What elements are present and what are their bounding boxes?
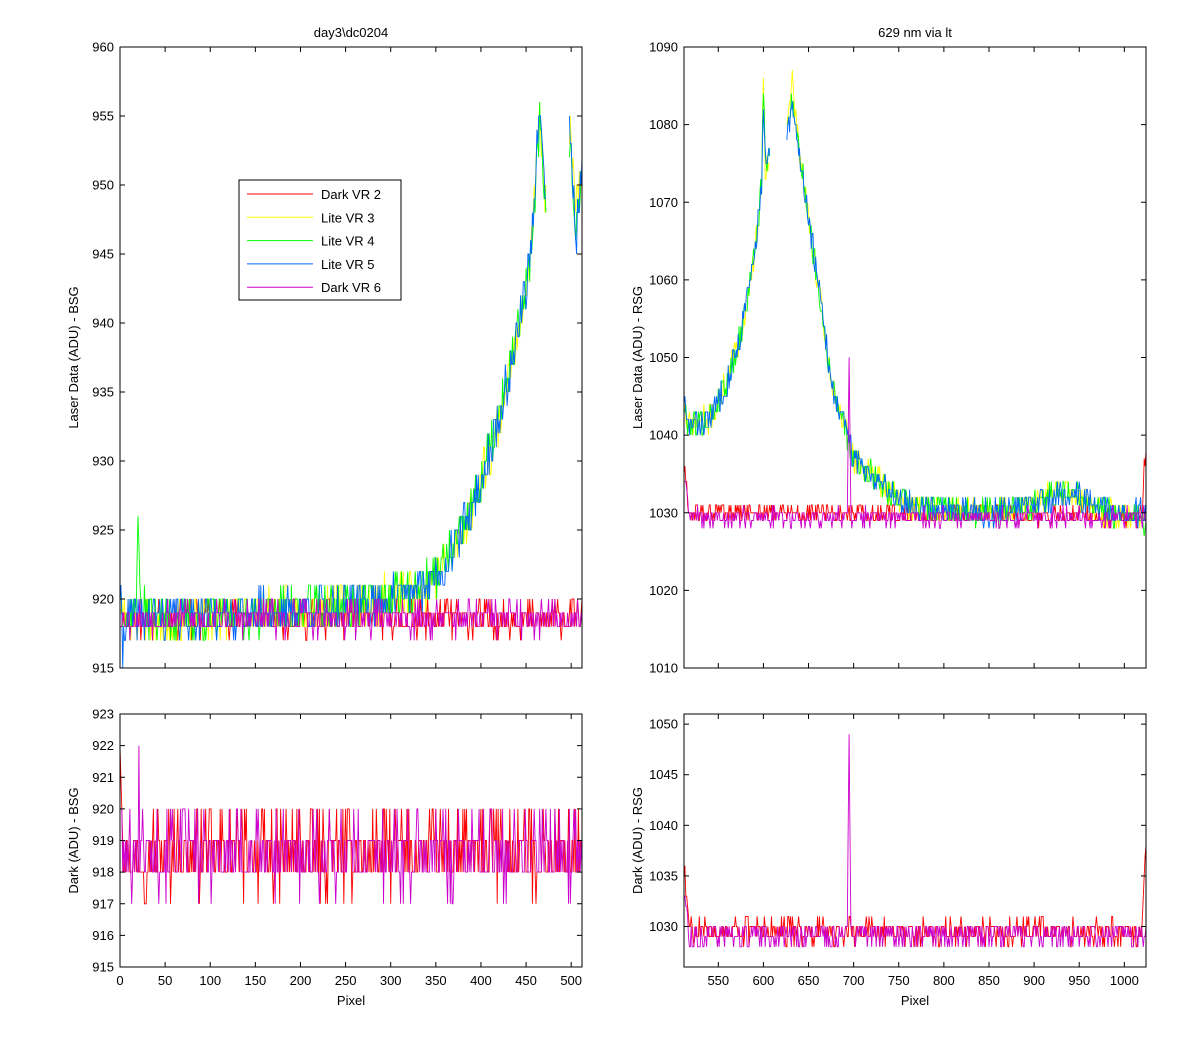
x-tick-label: 0 <box>116 973 123 988</box>
y-tick-label: 921 <box>92 770 114 785</box>
y-tick-label: 1060 <box>649 272 678 287</box>
y-tick-label: 925 <box>92 523 114 538</box>
y-tick-label: 1080 <box>649 117 678 132</box>
x-tick-label: 350 <box>425 973 447 988</box>
chart-title: day3\dc0204 <box>314 25 388 40</box>
series-group <box>684 70 1146 537</box>
plot-area <box>684 47 1146 668</box>
y-tick-label: 917 <box>92 896 114 911</box>
y-tick-label: 1020 <box>649 583 678 598</box>
x-tick-label: 400 <box>470 973 492 988</box>
y-tick-label: 1050 <box>649 350 678 365</box>
series-line-dark-vr-6 <box>120 598 582 641</box>
y-tick-label: 1050 <box>649 717 678 732</box>
y-tick-label: 919 <box>92 833 114 848</box>
y-tick-label: 916 <box>92 928 114 943</box>
x-axis-label: Pixel <box>901 993 929 1008</box>
y-axis-label: Dark (ADU) - BSG <box>66 787 81 893</box>
y-tick-label: 923 <box>92 707 114 722</box>
y-tick-label: 955 <box>92 109 114 124</box>
y-tick-label: 960 <box>92 40 114 55</box>
axes-frame <box>119 46 583 669</box>
series-line-dark-vr-6 <box>684 734 1146 948</box>
x-tick-label: 1000 <box>1110 973 1139 988</box>
series-group <box>684 734 1146 948</box>
x-tick-label: 200 <box>290 973 312 988</box>
series-line-dark-vr-6 <box>684 357 1146 529</box>
y-tick-label: 918 <box>92 865 114 880</box>
y-tick-label: 950 <box>92 178 114 193</box>
y-tick-label: 920 <box>92 801 114 816</box>
y-tick-label: 915 <box>92 960 114 975</box>
x-tick-label: 150 <box>245 973 267 988</box>
x-tick-label: 750 <box>888 973 910 988</box>
x-tick-label: 950 <box>1068 973 1090 988</box>
x-tick-label: 700 <box>843 973 865 988</box>
x-tick-label: 50 <box>158 973 172 988</box>
legend-box <box>238 179 402 301</box>
series-line-lite-vr-5 <box>684 101 1146 529</box>
legend-entry: Lite VR 3 <box>321 210 374 225</box>
y-axis-label: Dark (ADU) - RSG <box>630 787 645 894</box>
x-tick-label: 800 <box>933 973 955 988</box>
legend-entry: Lite VR 5 <box>321 257 374 272</box>
y-tick-label: 920 <box>92 592 114 607</box>
y-tick-label: 1040 <box>649 428 678 443</box>
chart-top-right: 1010 1020 1030 1040 1050 1060 1070 1080 1090 629 … <box>630 25 1147 676</box>
x-tick-label: 500 <box>560 973 582 988</box>
chart-bottom-right: 550 600 650 700 750 800 850 900 950 1000 1030 1035 1… <box>630 713 1147 1008</box>
y-tick-label: 940 <box>92 316 114 331</box>
legend-entry: Dark VR 2 <box>321 187 381 202</box>
x-tick-label: 550 <box>707 973 729 988</box>
x-tick-label: 600 <box>753 973 775 988</box>
x-tick-label: 650 <box>798 973 820 988</box>
y-tick-label: 1010 <box>649 661 678 676</box>
y-tick-label: 945 <box>92 247 114 262</box>
x-tick-label: 850 <box>978 973 1000 988</box>
x-tick-label: 300 <box>380 973 402 988</box>
y-axis-label: Laser Data (ADU) - BSG <box>66 286 81 428</box>
x-tick-label: 900 <box>1023 973 1045 988</box>
y-tick-label: 1030 <box>649 505 678 520</box>
x-axis-label: Pixel <box>337 993 365 1008</box>
y-tick-label: 1070 <box>649 195 678 210</box>
legend: Dark VR 2 Lite VR 3 Lite VR 4 Lite VR 5 Dark… <box>238 179 402 301</box>
legend-entry: Dark VR 6 <box>321 280 381 295</box>
y-tick-label: 1035 <box>649 868 678 883</box>
series-line-dark-vr-6 <box>120 745 582 905</box>
legend-entry: Lite VR 4 <box>321 234 374 249</box>
y-tick-label: 935 <box>92 385 114 400</box>
y-tick-label: 930 <box>92 454 114 469</box>
plot-area <box>684 714 1146 967</box>
y-axis-label: Laser Data (ADU) - RSG <box>630 286 645 429</box>
chart-top-left: 915 920 925 930 935 940 945 950 955 960 day3\dc020… <box>66 25 583 676</box>
y-tick-label: 1045 <box>649 767 678 782</box>
y-tick-label: 922 <box>92 738 114 753</box>
y-tick-label: 1030 <box>649 919 678 934</box>
y-tick-label: 1090 <box>649 40 678 55</box>
plot-area <box>120 47 582 668</box>
chart-bottom-left: 0 50 100 150 200 250 300 350 400 450 500 915 916 917 9… <box>66 707 583 1008</box>
y-tick-label: 915 <box>92 661 114 676</box>
x-tick-label: 250 <box>335 973 357 988</box>
x-tick-label: 100 <box>199 973 221 988</box>
x-tick-label: 450 <box>515 973 537 988</box>
axes-frame <box>683 713 1147 968</box>
y-tick-label: 1040 <box>649 818 678 833</box>
series-group <box>120 745 582 905</box>
chart-title: 629 nm via lt <box>878 25 952 40</box>
